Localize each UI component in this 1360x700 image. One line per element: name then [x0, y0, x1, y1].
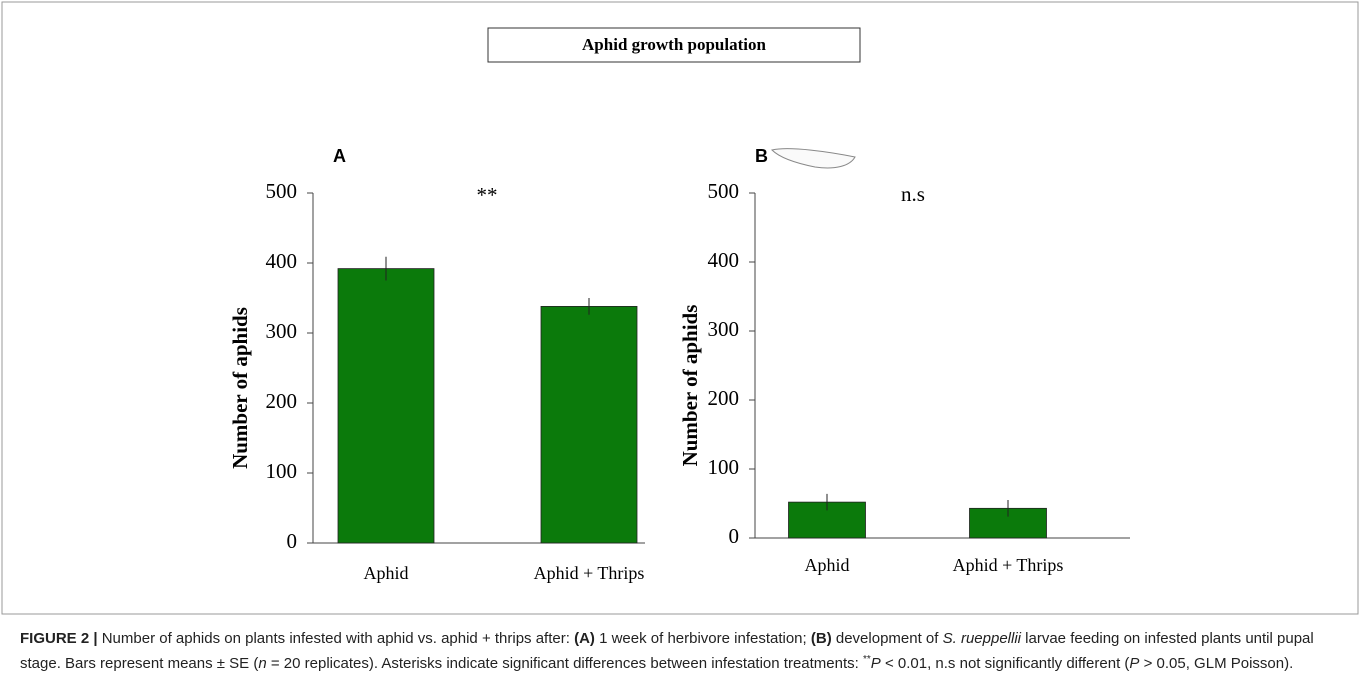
caption-part: < 0.01, n.s not significantly different …: [880, 655, 1130, 672]
y-tick-label: 300: [266, 319, 298, 343]
y-tick-label: 200: [708, 386, 740, 410]
y-axis-label: Number of aphids: [228, 307, 252, 469]
y-tick-label: 500: [708, 179, 740, 203]
caption-part: > 0.05, GLM Poisson).: [1139, 655, 1294, 672]
y-tick-label: 300: [708, 317, 740, 341]
panel-label: A: [333, 146, 346, 166]
y-tick-label: 500: [266, 179, 298, 203]
caption-part: 1 week of herbivore infestation;: [594, 630, 811, 647]
x-tick-label: Aphid + Thrips: [534, 563, 645, 583]
panel-label: B: [755, 146, 768, 166]
larva-icon: [771, 148, 856, 169]
caption-part: Number of aphids on plants infested with…: [97, 630, 575, 647]
x-tick-label: Aphid + Thrips: [953, 555, 1064, 575]
caption-part: = 20 replicates). Asterisks indicate sig…: [266, 655, 863, 672]
caption-part: n: [258, 655, 267, 672]
y-tick-label: 200: [266, 389, 298, 413]
frame: [1, 1, 1359, 615]
y-axis-label: Number of aphids: [678, 305, 702, 467]
x-tick-label: Aphid: [805, 555, 850, 575]
caption: FIGURE 2 | Number of aphids on plants in…: [20, 628, 1345, 674]
y-tick-label: 100: [266, 459, 298, 483]
x-tick-label: Aphid: [364, 563, 409, 583]
caption-part: FIGURE 2 |: [20, 630, 98, 647]
figure-title: Aphid growth population: [582, 35, 766, 54]
caption-part: larvae feeding on infested plants until …: [20, 630, 1314, 672]
title-box: [487, 27, 861, 63]
figure: Aphid growth population 0 100 200 300 400 500…: [1, 1, 1359, 615]
caption-part: (B): [810, 630, 832, 647]
y-tick-label: 400: [266, 249, 298, 273]
y-tick-label: 0: [287, 529, 298, 553]
y-tick-label: 400: [708, 248, 740, 272]
bar: [337, 268, 435, 544]
caption-part: (A): [574, 630, 595, 647]
caption-part: development of: [831, 630, 943, 647]
annotation: **: [477, 183, 498, 207]
caption-part: **: [862, 654, 871, 665]
caption-part: P: [870, 655, 881, 672]
y-tick-label: 100: [708, 455, 740, 479]
caption-part: P: [1129, 655, 1140, 672]
caption-part: S. rueppellii: [942, 630, 1021, 647]
annotation: n.s: [901, 182, 925, 206]
y-tick-label: 0: [729, 524, 740, 548]
bar: [540, 305, 638, 544]
